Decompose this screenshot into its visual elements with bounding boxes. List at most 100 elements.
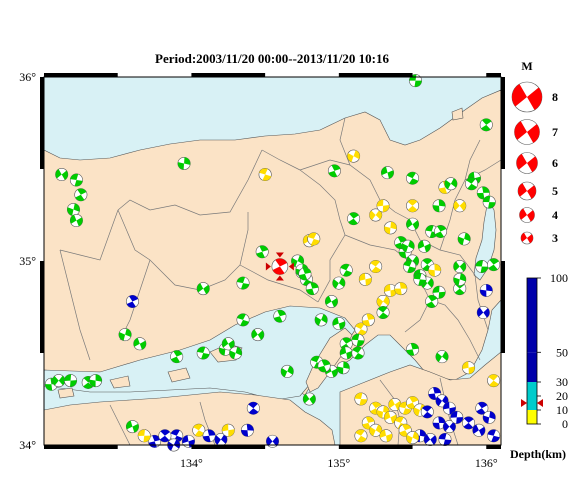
map-title: Period:2003/11/20 00:00--2013/11/20 10:1… [155, 51, 389, 66]
earthquake-mechanism-marker [354, 392, 368, 406]
earthquake-mechanism-marker [487, 374, 501, 388]
frame-scale-segment [191, 73, 266, 77]
earthquake-mechanism-marker [240, 423, 254, 437]
earthquake-mechanism-marker [125, 294, 139, 308]
magnitude-legend-label: 7 [552, 125, 558, 139]
depth-band-mid [527, 382, 537, 410]
events-layer [44, 74, 501, 452]
depth-tick-label: 10 [556, 403, 568, 417]
earthquake-mechanism-marker [369, 423, 383, 437]
earthquake-mechanism-marker [64, 374, 78, 388]
earthquake-mechanism-marker [476, 186, 490, 200]
earthquake-mechanism-marker [401, 239, 415, 253]
earthquake-mechanism-marker [434, 225, 448, 239]
earthquake-mechanism-marker [394, 282, 408, 296]
earthquake-mechanism-marker [246, 401, 260, 415]
main-event-pointer [275, 275, 284, 281]
earthquake-mechanism-marker [236, 313, 250, 327]
depth-tick-label: 100 [550, 271, 568, 285]
earthquake-mechanism-marker [181, 434, 195, 448]
depth-marker-right [537, 399, 543, 407]
earthquake-mechanism-marker [148, 434, 162, 448]
earthquake-mechanism-marker [339, 346, 353, 360]
magnitude-legend-label: 8 [552, 90, 558, 104]
earthquake-mechanism-marker [462, 361, 476, 375]
main-event-pointer [288, 262, 294, 271]
earthquake-mechanism-marker [196, 346, 210, 360]
earthquake-mechanism-marker [472, 423, 486, 437]
earthquake-mechanism-marker [444, 177, 458, 191]
earthquake-mechanism-marker [487, 429, 501, 443]
magnitude-legend-label: 3 [552, 231, 558, 245]
depth-color-bar [526, 277, 538, 425]
earthquake-mechanism-marker [307, 232, 321, 246]
magnitude-legend: M 8 7 6 5 4 3 [511, 59, 558, 245]
earthquake-mechanism-marker [369, 208, 383, 222]
earthquake-mechanism-marker [347, 212, 361, 226]
earthquake-mechanism-marker [314, 313, 328, 327]
earthquake-mechanism-marker [435, 350, 449, 364]
main-event-mechanism-marker [271, 258, 289, 275]
earthquake-mechanism-marker [388, 398, 402, 412]
earthquake-mechanism-marker [255, 245, 269, 259]
earthquake-mechanism-marker [376, 199, 390, 213]
earthquake-mechanism-marker [327, 164, 341, 178]
small-island [109, 375, 131, 389]
earthquake-mechanism-marker [137, 429, 151, 443]
earthquake-mechanism-marker [324, 294, 338, 308]
earthquake-mechanism-marker [369, 260, 383, 274]
frame-scale-segment [486, 445, 501, 449]
small-island [57, 387, 75, 399]
earthquake-mechanism-marker [69, 214, 83, 228]
earthquake-mechanism-marker [479, 118, 493, 132]
frame-scale-bars [40, 73, 505, 449]
earthquake-mechanism-marker [229, 346, 243, 360]
earthquake-mechanism-marker [379, 429, 393, 443]
earthquake-mechanism-marker [251, 328, 265, 342]
depth-bar-frame [526, 277, 538, 425]
earthquake-mechanism-marker [438, 432, 452, 446]
earthquake-mechanism-marker [423, 432, 437, 446]
magnitude-legend-items: 8 7 6 5 4 3 [511, 81, 558, 245]
earthquake-mechanism-marker [442, 420, 456, 434]
earthquake-mechanism-marker [354, 429, 368, 443]
latitude-tick-label: 36° [19, 70, 36, 84]
earthquake-mechanism-marker [158, 429, 172, 443]
latitude-tick-label: 34° [19, 438, 36, 452]
earthquake-mechanism-marker [332, 276, 346, 290]
earthquake-mechanism-marker [351, 333, 365, 347]
earthquake-mechanism-marker [406, 431, 420, 445]
earthquake-mechanism-marker [487, 258, 501, 272]
depth-tick-label: 30 [556, 375, 568, 389]
longitude-tick-label: 136° [475, 456, 498, 470]
frame-scale-segment [338, 445, 413, 449]
frame-scale-segment [44, 445, 118, 449]
earthquake-mechanism-marker [406, 342, 420, 356]
longitude-tick-label: 135° [327, 456, 350, 470]
depth-scale-label: Depth(km) [510, 447, 566, 461]
earthquake-mechanism-marker [351, 346, 365, 360]
earthquake-mechanism-marker [298, 267, 312, 281]
earthquake-mechanism-marker [432, 416, 446, 430]
main-event-pointer [275, 252, 284, 258]
magnitude-legend-title: M [521, 59, 532, 73]
axis-ticks: 134° 135° 136° 36° 35° 34° [19, 70, 498, 470]
earthquake-mechanism-marker [482, 410, 496, 424]
earthquake-mechanism-marker [475, 401, 489, 415]
small-island [167, 367, 191, 383]
small-island [451, 107, 464, 121]
earthquake-mechanism-marker [305, 282, 319, 296]
earthquake-mechanism-marker [74, 188, 88, 202]
frame-scale-segment [486, 73, 501, 77]
map-panel: 134° 135° 136° 36° 35° 34° [19, 70, 505, 470]
depth-band-shallow [527, 410, 537, 424]
earthquake-mechanism-marker [221, 337, 235, 351]
depth-band-mid-deep [527, 352, 537, 382]
earthquake-mechanism-marker [406, 217, 420, 231]
earthquake-mechanism-marker [380, 166, 394, 180]
earthquake-mechanism-marker [383, 410, 397, 424]
magnitude-legend-symbol [519, 207, 535, 223]
earthquake-mechanism-marker [273, 309, 287, 323]
